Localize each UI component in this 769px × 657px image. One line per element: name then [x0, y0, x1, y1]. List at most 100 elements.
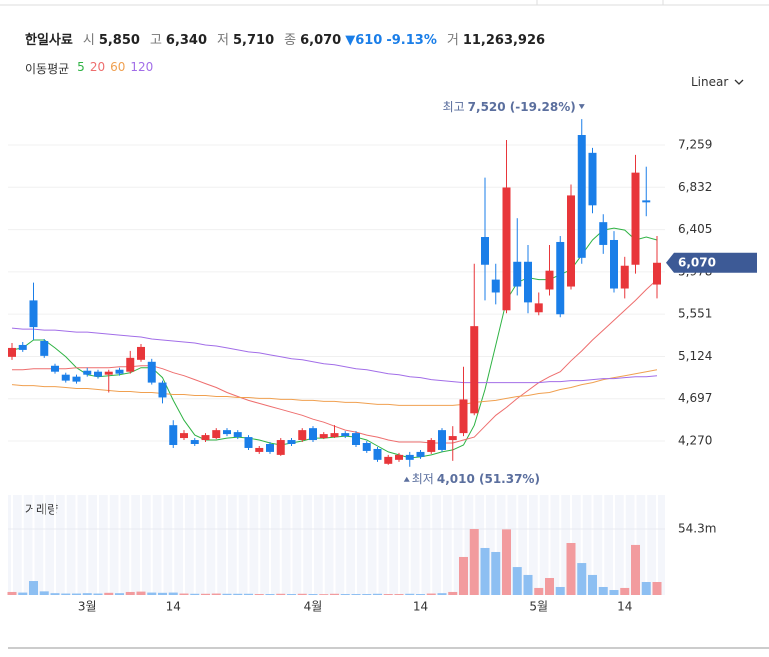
legend-entry: 20 — [89, 60, 106, 74]
candle-body — [642, 200, 651, 203]
low: 5,710 — [233, 33, 275, 48]
low-annotation: 최저 4,010 (51.37%) — [412, 471, 540, 485]
candle-body — [18, 344, 27, 350]
high-title: 최고 — [443, 100, 465, 114]
volume-bar — [566, 542, 576, 595]
volume-bar — [147, 592, 157, 595]
candle-body — [190, 440, 199, 444]
volume-bar — [211, 593, 221, 595]
candle-body — [126, 357, 135, 372]
candle-body — [459, 399, 468, 434]
volume-bar — [93, 593, 103, 595]
chevron — [734, 79, 744, 85]
candle-body — [233, 432, 242, 438]
volume-bar — [233, 593, 243, 595]
price-header: 한일사료 시 5,850 고 6,340 저 5,710 종 6,070 ▼610 -9.… — [25, 29, 545, 48]
current-price-label: 6,070 — [678, 255, 716, 269]
candle-body — [513, 261, 522, 287]
volume-bar — [577, 563, 587, 595]
open: 5,850 — [98, 33, 140, 48]
change-pct: -9.13% — [386, 33, 437, 48]
volume-bar — [319, 594, 329, 595]
volume-bar — [491, 551, 501, 595]
candle-body — [545, 270, 554, 290]
legend-entry: 120 — [130, 60, 154, 74]
candle-body — [158, 382, 167, 398]
high-label: 고 — [149, 33, 162, 48]
volume-bar — [502, 529, 511, 595]
legend-entry: 5 — [77, 60, 85, 74]
low-marker — [403, 476, 410, 482]
volume-bar — [426, 593, 436, 595]
volume-bar — [115, 593, 124, 595]
high-marker — [578, 104, 585, 110]
volume-bar — [50, 593, 60, 595]
volume-bar — [340, 594, 350, 595]
candle-body — [201, 435, 210, 441]
volume-bar — [179, 593, 189, 595]
candle-body — [287, 440, 296, 444]
volume-bar — [383, 594, 393, 595]
volume-bar — [480, 547, 490, 595]
y-tick-label: 6,832 — [678, 180, 712, 194]
candle-body — [556, 241, 565, 315]
candle-body — [362, 443, 371, 451]
volume-bar — [469, 529, 479, 595]
x-tick-label: 14 — [166, 600, 181, 614]
volume-bar — [39, 591, 49, 595]
candle-body — [438, 430, 446, 450]
volume-bar — [136, 591, 146, 595]
volume-bar — [598, 586, 608, 595]
change: ▼610 — [345, 33, 383, 48]
candle-body — [405, 454, 414, 460]
volume-title: 거래량 — [25, 503, 58, 517]
x-tick-label: 3월 — [78, 600, 97, 614]
candle-body — [416, 451, 425, 457]
candle-body — [137, 346, 145, 360]
low-title: 최저 — [412, 471, 434, 485]
candle-body — [341, 433, 350, 437]
scale-dropdown[interactable]: Linear — [691, 75, 744, 89]
x-tick-label: 4월 — [304, 600, 323, 614]
volume-bar — [18, 592, 28, 595]
candle-body — [502, 187, 511, 311]
volume-bar — [276, 593, 286, 595]
volume-bar — [104, 592, 114, 595]
y-tick-label: 6,405 — [678, 222, 712, 236]
volume-bar — [308, 594, 318, 595]
volume-bar — [82, 593, 92, 595]
volume-bar — [641, 581, 651, 595]
volume-bar — [222, 593, 232, 595]
volume-bar — [459, 556, 468, 595]
volume-bar — [512, 567, 522, 595]
volume-bar — [61, 593, 71, 595]
candle-body — [373, 448, 382, 460]
volume-bar — [297, 593, 307, 595]
high-text: 7,520 (-19.28%) — [468, 100, 576, 114]
high-annotation: 최고 7,520 (-19.28%) — [443, 100, 576, 114]
open-label: 시 — [82, 33, 95, 48]
volume-panel — [8, 495, 665, 595]
y-tick-label: 5,551 — [678, 307, 712, 321]
volume-bar — [72, 593, 81, 595]
candle-body — [8, 347, 16, 357]
candle-body — [470, 326, 479, 414]
candle-body — [40, 341, 49, 356]
volume-label: 거 — [446, 33, 459, 48]
scale-label: Linear — [691, 75, 729, 89]
volume-bar — [244, 593, 253, 595]
volume-bar — [373, 593, 382, 595]
candle-body — [610, 239, 618, 289]
candle-body — [395, 454, 403, 460]
candle-body — [212, 430, 221, 439]
close: 6,070 — [300, 33, 342, 48]
candle-body — [631, 172, 640, 265]
volume-bar — [620, 587, 630, 595]
close-label: 종 — [284, 33, 297, 48]
volume-bar — [416, 594, 425, 595]
candle-body — [427, 440, 436, 452]
x-tick-label: 14 — [617, 600, 632, 614]
volume-bar — [190, 593, 200, 595]
